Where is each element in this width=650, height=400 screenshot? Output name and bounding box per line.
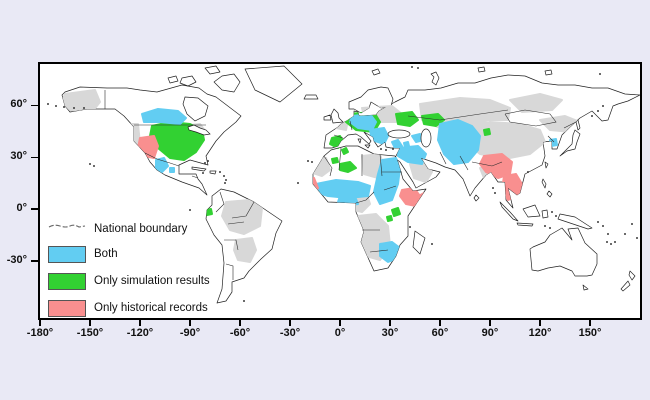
world-map (47, 65, 640, 304)
national-boundaries (104, 90, 577, 280)
legend-item-national-boundary: National boundary (48, 220, 187, 238)
legend-item-both: Both (48, 245, 118, 263)
legend-item-only-historical: Only historical records (48, 299, 208, 317)
y-axis-latitude: 60° 30° 0° -30° (0, 64, 38, 318)
regions-both (141, 108, 558, 263)
inland-water (182, 96, 432, 148)
legend-item-only-simulation: Only simulation results (48, 272, 210, 290)
both-color-swatch (48, 245, 86, 263)
legend-label-only-simulation: Only simulation results (94, 275, 210, 287)
national-boundary-line-symbol (48, 223, 86, 235)
legend-label-only-historical: Only historical records (94, 302, 208, 314)
map-frame: National boundary Both Only simulation r… (38, 62, 642, 320)
legend-label-national-boundary: National boundary (94, 223, 188, 235)
historical-color-swatch (48, 299, 86, 317)
x-axis-longitude: -180° -150° -120° -90° -60° -30° 0° 30° 60° 90° 12… (27, 320, 640, 344)
land-masses (61, 65, 640, 304)
legend-label-both: Both (94, 248, 118, 260)
simulation-color-swatch (48, 272, 86, 290)
small-islands (47, 66, 638, 302)
